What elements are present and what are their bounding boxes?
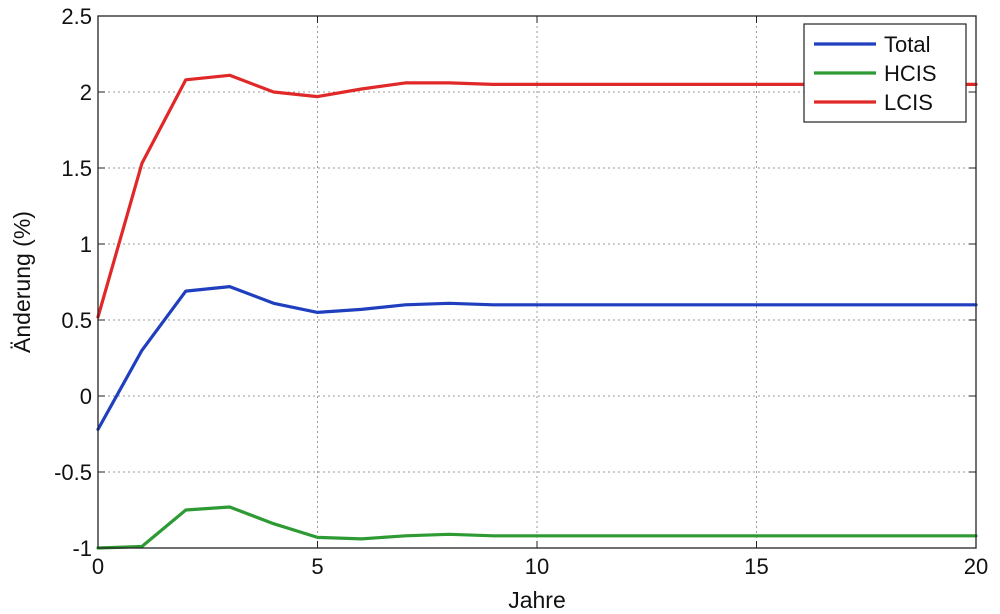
y-tick-label: 0 <box>80 384 92 409</box>
y-tick-label: 1 <box>80 232 92 257</box>
x-tick-label: 5 <box>311 554 323 579</box>
legend-label: Total <box>884 32 930 57</box>
x-tick-label: 0 <box>92 554 104 579</box>
y-tick-label: 2.5 <box>61 4 92 29</box>
y-tick-label: -0.5 <box>54 460 92 485</box>
y-tick-label: -1 <box>72 536 92 561</box>
y-tick-label: 0.5 <box>61 308 92 333</box>
x-tick-label: 20 <box>964 554 988 579</box>
y-tick-label: 1.5 <box>61 156 92 181</box>
x-axis-label: Jahre <box>508 587 566 613</box>
series-line-total <box>96 285 978 431</box>
legend-label: HCIS <box>884 61 937 86</box>
grid <box>98 16 976 548</box>
axis-ticks: 0 5 10 15 20 -1 -0.5 0 0.5 1 1.5 2 2.5 <box>54 4 988 579</box>
series-line-hcis <box>96 505 978 550</box>
x-tick-label: 15 <box>744 554 768 579</box>
y-tick-label: 2 <box>80 80 92 105</box>
legend: Total HCIS LCIS <box>803 23 967 123</box>
x-tick-label: 10 <box>525 554 549 579</box>
y-axis-label: Änderung (%) <box>9 211 35 353</box>
legend-label: LCIS <box>884 90 933 115</box>
